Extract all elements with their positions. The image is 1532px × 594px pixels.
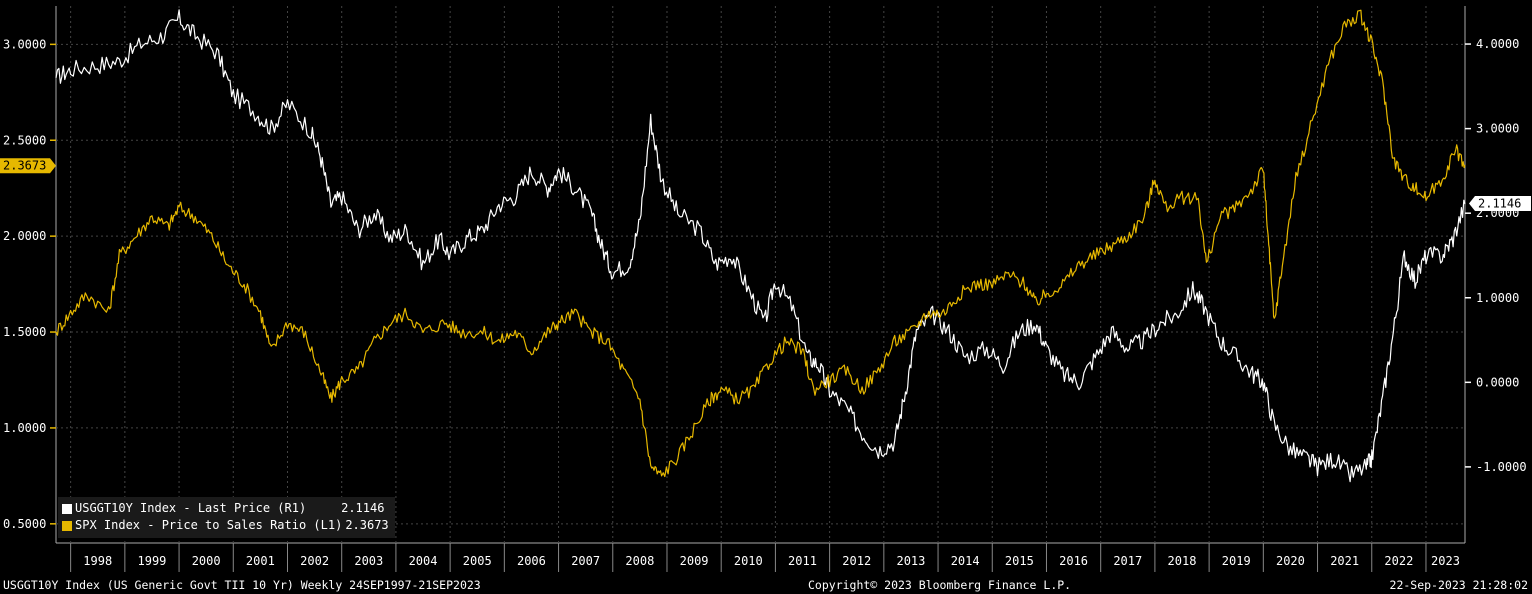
legend-label: USGGT10Y Index - Last Price (R1) [75,501,336,515]
x-tick-label: 2022 [1384,554,1413,568]
x-tick-label: 1998 [83,554,112,568]
x-tick-label: 2003 [354,554,383,568]
footer-timestamp: 22-Sep-2023 21:28:02 [1389,578,1528,592]
x-tick-label: 2014 [951,554,980,568]
x-tick-label: 2009 [680,554,709,568]
last-value-box [1469,195,1531,211]
right-tick-label: -1.0000 [1476,460,1527,474]
x-tick-label: 1999 [138,554,167,568]
left-tick-label: 1.0000 [3,421,46,435]
footer-series-info: USGGT10Y Index (US Generic Govt TII 10 Y… [3,578,481,592]
x-tick-label: 2005 [463,554,492,568]
series-line-spx-price-to-sales [55,9,1466,478]
x-tick-label: 2008 [625,554,654,568]
legend-label: SPX Index - Price to Sales Ratio (L1) [75,518,343,532]
left-tick-label: 2.5000 [3,133,46,147]
legend-swatch-white [62,503,72,514]
x-tick-label: 2004 [409,554,438,568]
legend-value: 2.3673 [345,518,389,532]
right-tick-label: 1.0000 [1476,291,1519,305]
last-value-box [0,158,56,174]
legend-value: 2.1146 [341,501,385,515]
x-tick-label: 2016 [1059,554,1088,568]
legend-swatch-gold [62,520,72,531]
left-tick-label: 3.0000 [3,37,46,51]
right-tick-label: 4.0000 [1476,37,1519,51]
right-tick-label: 3.0000 [1476,122,1519,136]
x-axis: 1998 1999 2000 2001 2002 2003 2004 2005 2006 2007… [70,543,1460,572]
x-tick-label: 2006 [517,554,546,568]
x-tick-label: 2015 [1005,554,1034,568]
legend: USGGT10Y Index - Last Price (R1) 2.1146 … [58,497,395,538]
x-tick-label: 2023 [1431,554,1460,568]
left-last-value-marker: 2.3673 [0,158,56,174]
last-value-markers: 2.3673 2.1146 [0,158,1531,211]
right-tick-label: 0.0000 [1476,375,1519,389]
x-tick-label: 2011 [788,554,817,568]
x-tick-label: 2020 [1276,554,1305,568]
x-tick-label: 2010 [734,554,763,568]
x-tick-label: 2019 [1222,554,1251,568]
x-tick-label: 2018 [1168,554,1197,568]
grid [55,6,1466,544]
left-tick-label: 0.5000 [3,517,46,531]
series-line-usggt10y [55,9,1466,483]
x-tick-label: 2013 [896,554,925,568]
x-tick-label: 2021 [1330,554,1359,568]
x-tick-label: 2002 [300,554,329,568]
last-value-label: 2.3673 [3,159,46,173]
legend-entry-2: SPX Index - Price to Sales Ratio (L1) 2.… [62,517,389,534]
last-value-label: 2.1146 [1478,196,1521,210]
left-tick-label: 2.0000 [3,229,46,243]
x-tick-label: 2007 [571,554,600,568]
x-tick-label: 2012 [842,554,871,568]
x-tick-label: 2017 [1113,554,1142,568]
footer-copyright: Copyright© 2023 Bloomberg Finance L.P. [808,578,1072,592]
x-tick-label: 2001 [246,554,275,568]
right-last-value-marker: 2.1146 [1469,195,1531,211]
left-tick-label: 1.5000 [3,325,46,339]
legend-entry-1: USGGT10Y Index - Last Price (R1) 2.1146 [62,500,389,517]
series-lines [55,9,1466,483]
left-axis: 0.5000 1.0000 1.5000 2.0000 2.5000 3.0000 [3,37,56,531]
x-tick-label: 2000 [192,554,221,568]
